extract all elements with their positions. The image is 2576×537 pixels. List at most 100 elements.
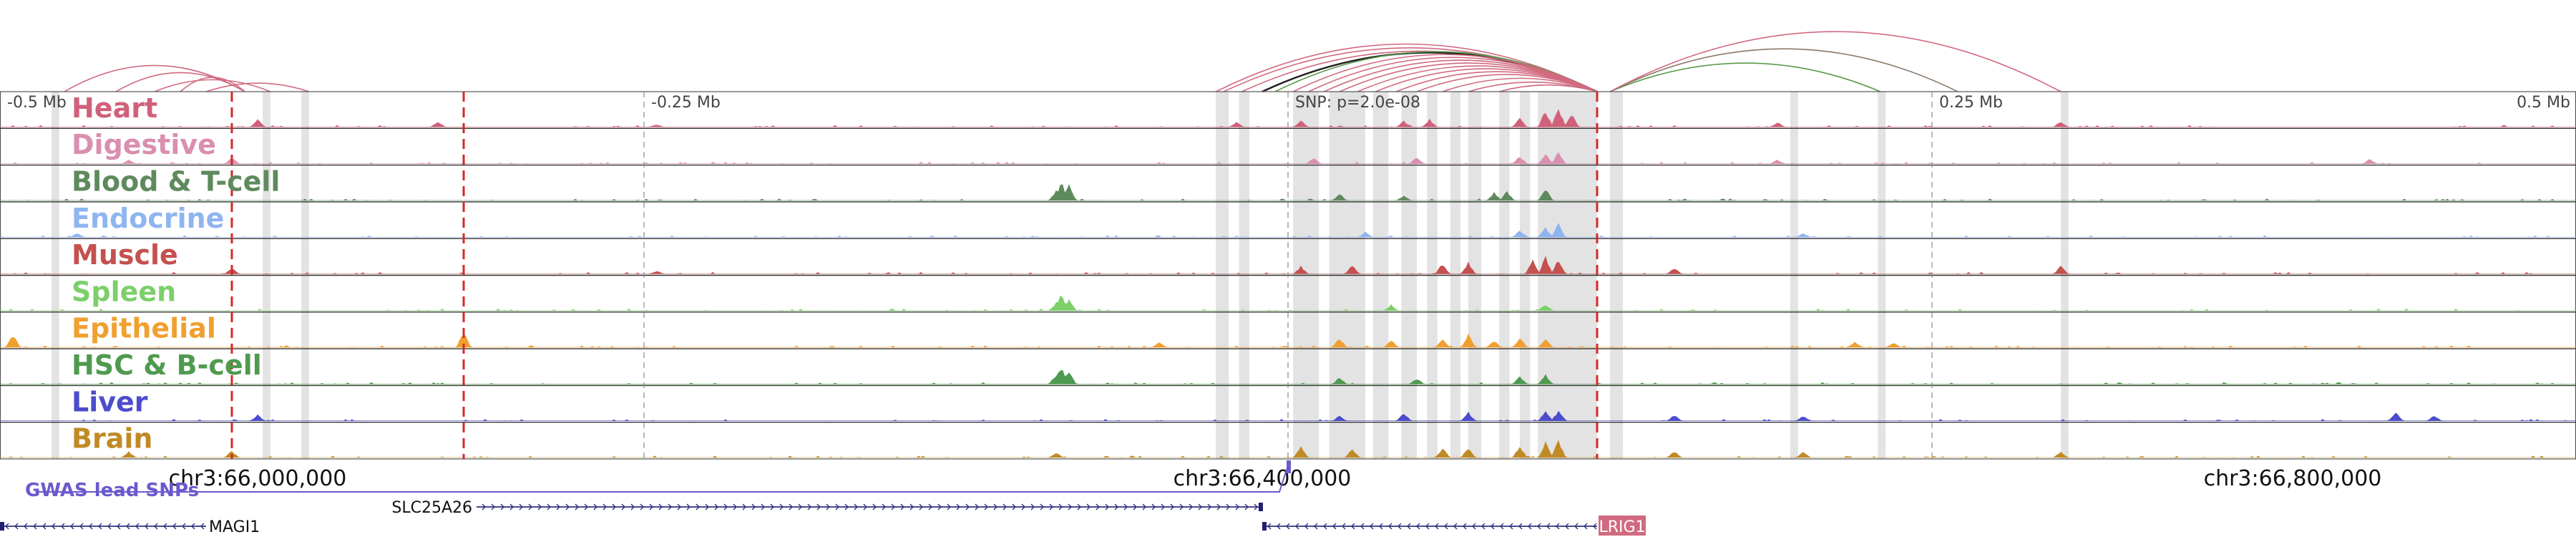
strand-arrow-icon [1123, 503, 1128, 511]
strand-arrow-icon [1286, 523, 1290, 530]
signal-area-3 [0, 223, 2576, 238]
strand-arrow-icon [1049, 503, 1053, 511]
track-signal-9 [0, 440, 2576, 458]
strand-arrow-icon [789, 503, 793, 511]
gene-magi1: MAGI1 [0, 518, 260, 536]
strand-arrow-icon [1416, 523, 1420, 530]
position-axis: -0.5 Mb -0.25 Mb SNP: p=2.0e-08 0.25 Mb 0.5 … [7, 94, 2570, 112]
loop-arc-22 [1609, 48, 1958, 92]
strand-arrow-icon [900, 503, 904, 511]
strand-arrow-icon [1058, 503, 1063, 511]
strand-arrow-icon [816, 503, 821, 511]
strand-arrow-icon [1491, 523, 1495, 530]
loop-arc-12 [1324, 59, 1598, 92]
strand-arrow-icon [191, 523, 195, 530]
strand-arrow-icon [1584, 523, 1588, 530]
strand-arrow-icon [1425, 523, 1430, 530]
strand-arrow-icon [1472, 523, 1476, 530]
strand-arrow-icon [1518, 523, 1523, 530]
strand-arrow-icon [1179, 503, 1184, 511]
strand-arrow-icon [919, 503, 923, 511]
signal-area-7 [0, 369, 2576, 384]
track-signal-7 [0, 369, 2576, 384]
strand-arrow-icon [1463, 523, 1467, 530]
axis-tick-label-4: 0.5 Mb [2517, 94, 2570, 112]
signal-area-6 [0, 333, 2576, 348]
strand-arrow-icon [1198, 503, 1202, 511]
strand-arrow-icon [1481, 523, 1485, 530]
gene-label-0: MAGI1 [209, 518, 260, 536]
loop-arc-5 [1215, 43, 1598, 92]
strand-arrow-icon [89, 523, 93, 530]
strand-arrow-icon [1040, 503, 1044, 511]
strand-arrow-icon [1323, 523, 1327, 530]
strand-arrow-icon [751, 503, 756, 511]
strand-arrow-icon [677, 503, 681, 511]
strand-arrow-icon [779, 503, 784, 511]
strand-arrow-icon [826, 503, 830, 511]
strand-arrow-icon [1277, 523, 1281, 530]
strand-arrow-icon [1295, 523, 1299, 530]
strand-arrow-icon [1397, 523, 1402, 530]
strand-arrow-icon [61, 523, 65, 530]
loop-arc-10 [1292, 54, 1598, 92]
signal-area-8 [0, 410, 2576, 422]
loop-arc-23 [1609, 31, 2062, 92]
track-label-9: Brain [72, 423, 152, 455]
signal-area-4 [0, 256, 2576, 274]
strand-arrow-icon [593, 503, 597, 511]
axis-tick-label-1: -0.25 Mb [651, 94, 721, 112]
strand-arrow-icon [537, 503, 542, 511]
strand-arrow-icon [649, 503, 653, 511]
gene-lrig1: LRIG1 [1262, 516, 1646, 536]
signal-area-9 [0, 440, 2576, 458]
strand-arrow-icon [556, 503, 560, 511]
strand-arrow-icon [1267, 523, 1272, 530]
track-label-8: Liver [72, 386, 148, 417]
loop-arc-17 [1416, 74, 1598, 92]
loop-arc-18 [1442, 77, 1598, 92]
loop-arc-2 [180, 77, 245, 92]
strand-arrow-icon [1086, 503, 1091, 511]
coordinate-label-2: chr3:66,800,000 [2204, 466, 2382, 491]
strand-arrow-icon [835, 503, 839, 511]
coordinate-label-1: chr3:66,400,000 [1174, 466, 1352, 491]
strand-arrow-icon [70, 523, 74, 530]
axis-tick-label-3: 0.25 Mb [1939, 94, 2003, 112]
axis-tick-label-2: SNP: p=2.0e-08 [1295, 94, 1420, 112]
strand-arrow-icon [1189, 503, 1193, 511]
strand-arrow-icon [1170, 503, 1174, 511]
strand-arrow-icon [798, 503, 802, 511]
track-label-7: HSC & B-cell [72, 349, 262, 381]
track-signal-5 [0, 295, 2576, 311]
strand-arrow-icon [1105, 503, 1109, 511]
track-label-4: Muscle [72, 239, 178, 271]
strand-arrow-icon [1453, 523, 1458, 530]
strand-arrow-icon [154, 523, 158, 530]
strand-arrow-icon [1012, 503, 1016, 511]
strand-arrow-icon [1207, 503, 1211, 511]
strand-arrow-icon [1114, 503, 1118, 511]
track-label-2: Blood & T-cell [72, 166, 280, 198]
strand-arrow-icon [947, 503, 951, 511]
strand-arrow-icon [98, 523, 102, 530]
strand-arrow-icon [1342, 523, 1346, 530]
strand-arrow-icon [509, 503, 514, 511]
strand-arrow-icon [145, 523, 149, 530]
strand-arrow-icon [882, 503, 886, 511]
gene-label-1: SLC25A26 [391, 499, 472, 517]
strand-arrow-icon [500, 503, 504, 511]
strand-arrow-icon [182, 523, 186, 530]
strand-arrow-icon [1528, 523, 1532, 530]
strand-arrow-icon [723, 503, 728, 511]
track-label-1: Digestive [72, 129, 216, 160]
track-signal-6 [0, 333, 2576, 348]
strand-arrow-icon [975, 503, 979, 511]
track-signal-1 [0, 152, 2576, 164]
strand-arrow-icon [863, 503, 867, 511]
strand-arrow-icon [872, 503, 877, 511]
signal-area-0 [0, 109, 2576, 127]
strand-arrow-icon [696, 503, 700, 511]
